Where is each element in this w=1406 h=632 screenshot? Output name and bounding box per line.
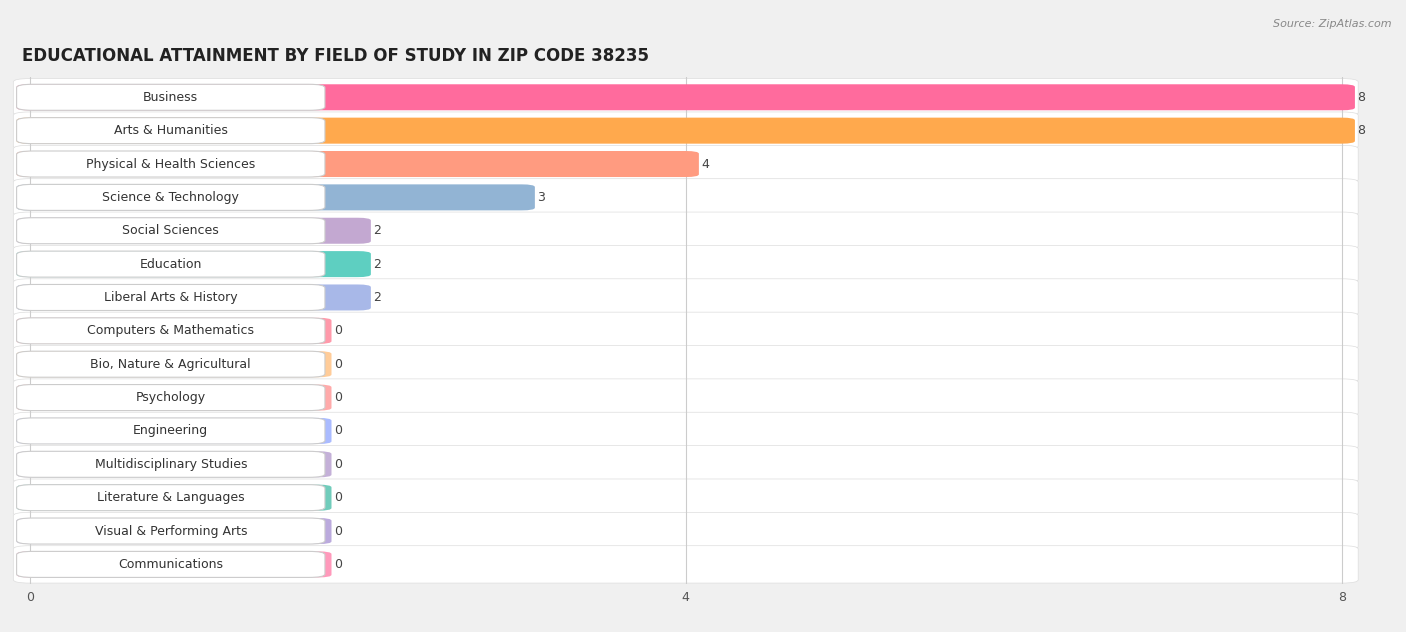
FancyBboxPatch shape: [13, 479, 1358, 516]
FancyBboxPatch shape: [13, 412, 1358, 449]
Text: 0: 0: [335, 491, 342, 504]
FancyBboxPatch shape: [17, 318, 325, 344]
Text: Bio, Nature & Agricultural: Bio, Nature & Agricultural: [90, 358, 252, 371]
FancyBboxPatch shape: [17, 384, 332, 411]
FancyBboxPatch shape: [13, 179, 1358, 216]
FancyBboxPatch shape: [13, 279, 1358, 316]
Text: 0: 0: [335, 458, 342, 471]
Text: 0: 0: [335, 558, 342, 571]
FancyBboxPatch shape: [13, 346, 1358, 383]
Text: 8: 8: [1358, 91, 1365, 104]
Text: Science & Technology: Science & Technology: [103, 191, 239, 204]
Text: 0: 0: [335, 425, 342, 437]
FancyBboxPatch shape: [13, 145, 1358, 183]
Text: Education: Education: [139, 258, 202, 270]
FancyBboxPatch shape: [13, 513, 1358, 550]
Text: Arts & Humanities: Arts & Humanities: [114, 124, 228, 137]
FancyBboxPatch shape: [13, 312, 1358, 349]
FancyBboxPatch shape: [13, 78, 1358, 116]
FancyBboxPatch shape: [17, 284, 325, 310]
Text: Source: ZipAtlas.com: Source: ZipAtlas.com: [1274, 19, 1392, 29]
FancyBboxPatch shape: [17, 418, 325, 444]
FancyBboxPatch shape: [17, 251, 371, 277]
Text: Multidisciplinary Studies: Multidisciplinary Studies: [94, 458, 247, 471]
Text: 0: 0: [335, 391, 342, 404]
Text: 4: 4: [702, 157, 710, 171]
FancyBboxPatch shape: [17, 218, 325, 244]
Text: Social Sciences: Social Sciences: [122, 224, 219, 237]
Text: Computers & Mathematics: Computers & Mathematics: [87, 324, 254, 337]
FancyBboxPatch shape: [17, 84, 1355, 111]
FancyBboxPatch shape: [17, 218, 371, 244]
Text: 0: 0: [335, 324, 342, 337]
FancyBboxPatch shape: [13, 379, 1358, 416]
FancyBboxPatch shape: [13, 545, 1358, 583]
FancyBboxPatch shape: [17, 318, 332, 344]
Text: Visual & Performing Arts: Visual & Performing Arts: [94, 525, 247, 538]
Text: 2: 2: [374, 258, 381, 270]
Text: EDUCATIONAL ATTAINMENT BY FIELD OF STUDY IN ZIP CODE 38235: EDUCATIONAL ATTAINMENT BY FIELD OF STUDY…: [21, 47, 648, 64]
Text: Literature & Languages: Literature & Languages: [97, 491, 245, 504]
FancyBboxPatch shape: [17, 185, 325, 210]
FancyBboxPatch shape: [17, 451, 325, 477]
FancyBboxPatch shape: [17, 518, 325, 544]
FancyBboxPatch shape: [17, 551, 332, 578]
FancyBboxPatch shape: [17, 151, 325, 177]
FancyBboxPatch shape: [13, 446, 1358, 483]
FancyBboxPatch shape: [13, 212, 1358, 250]
FancyBboxPatch shape: [17, 485, 332, 511]
Text: Liberal Arts & History: Liberal Arts & History: [104, 291, 238, 304]
Text: 0: 0: [335, 525, 342, 538]
Text: Engineering: Engineering: [134, 425, 208, 437]
FancyBboxPatch shape: [17, 518, 332, 544]
FancyBboxPatch shape: [17, 351, 332, 377]
Text: 3: 3: [537, 191, 546, 204]
FancyBboxPatch shape: [13, 112, 1358, 149]
FancyBboxPatch shape: [17, 418, 332, 444]
FancyBboxPatch shape: [17, 118, 325, 143]
FancyBboxPatch shape: [17, 118, 1355, 143]
Text: 0: 0: [335, 358, 342, 371]
FancyBboxPatch shape: [17, 384, 325, 411]
Text: Communications: Communications: [118, 558, 224, 571]
Text: 2: 2: [374, 224, 381, 237]
FancyBboxPatch shape: [17, 485, 325, 511]
FancyBboxPatch shape: [17, 185, 534, 210]
FancyBboxPatch shape: [17, 151, 699, 177]
FancyBboxPatch shape: [17, 84, 325, 111]
FancyBboxPatch shape: [17, 451, 332, 477]
Text: 2: 2: [374, 291, 381, 304]
FancyBboxPatch shape: [13, 245, 1358, 283]
FancyBboxPatch shape: [17, 351, 325, 377]
Text: Physical & Health Sciences: Physical & Health Sciences: [86, 157, 256, 171]
Text: 8: 8: [1358, 124, 1365, 137]
FancyBboxPatch shape: [17, 551, 325, 578]
FancyBboxPatch shape: [17, 284, 371, 310]
Text: Psychology: Psychology: [136, 391, 205, 404]
FancyBboxPatch shape: [17, 251, 325, 277]
Text: Business: Business: [143, 91, 198, 104]
